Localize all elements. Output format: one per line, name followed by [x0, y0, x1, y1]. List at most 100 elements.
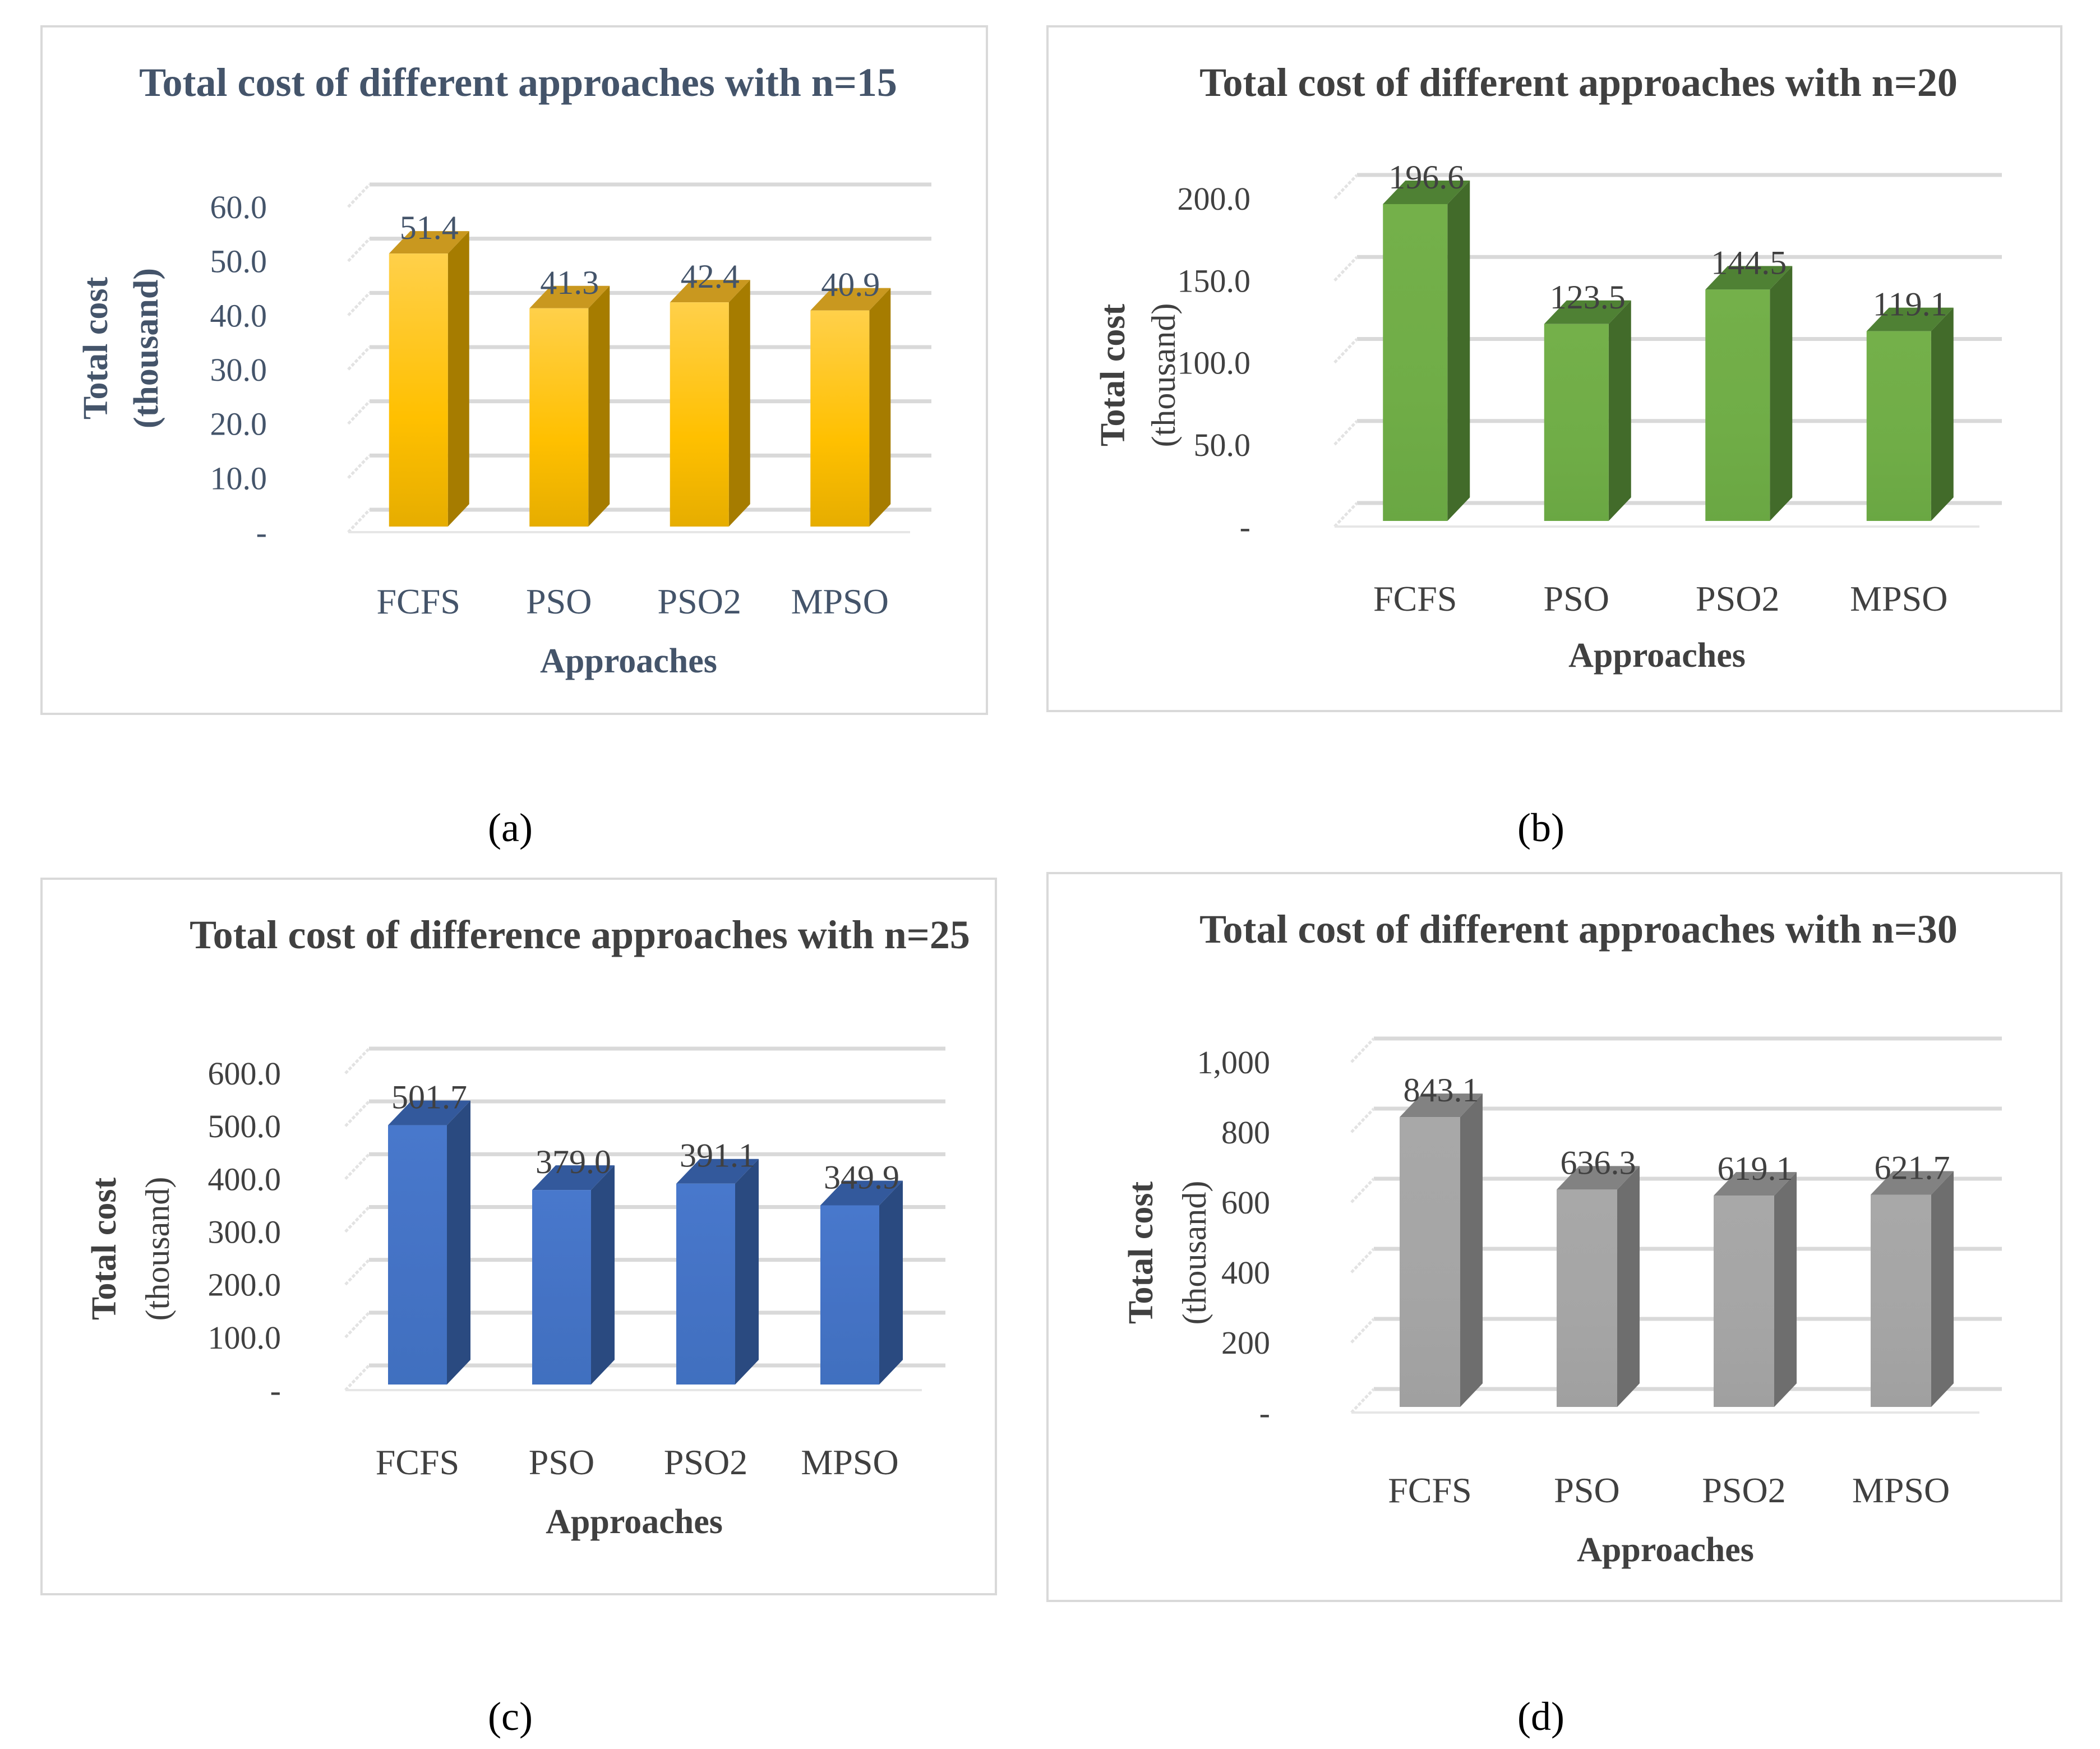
chart-a-ytick-label: 60.0: [210, 189, 267, 225]
chart-c-xlabel: Approaches: [546, 1503, 723, 1541]
chart-d-ytick-label: -: [1259, 1395, 1270, 1431]
chart-c-ytick-label: 200.0: [208, 1267, 281, 1303]
chart-c-bar-side: [447, 1100, 470, 1385]
chart-b-title: Total cost of different approaches with …: [1199, 60, 1958, 105]
chart-b-grid-connector: [1333, 256, 1358, 281]
chart-c-xtick-label: FCFS: [376, 1442, 459, 1482]
chart-a-grid-connector: [347, 237, 371, 262]
chart-c-bar-side: [735, 1159, 759, 1385]
chart-d-bar-top: [1400, 1093, 1483, 1118]
caption-b: (b): [1517, 805, 1564, 850]
chart-b-bar-top: [1705, 266, 1793, 290]
chart-a-xlabel: Approaches: [540, 642, 717, 680]
chart-a-ylabel-unit: (thousand): [127, 268, 165, 428]
chart-d-bar: [1557, 1189, 1617, 1407]
chart-d-grid-connector: [1350, 1248, 1375, 1273]
chart-d-bar: [1714, 1196, 1774, 1407]
chart-b-bar-top: [1544, 300, 1631, 324]
chart-c-bar: [820, 1205, 879, 1385]
chart-d-bar-top: [1871, 1171, 1954, 1195]
chart-b-ylabel-unit: (thousand): [1145, 303, 1182, 447]
chart-c-bar-top: [820, 1180, 903, 1206]
chart-a-grid-connector: [347, 183, 371, 208]
chart-a-bar-side: [869, 288, 891, 527]
chart-c-grid-connector: [344, 1364, 370, 1391]
chart-c-bar: [388, 1125, 447, 1385]
chart-b-ylabel: Total cost: [1094, 303, 1132, 446]
chart-a-bar-side: [447, 231, 469, 527]
chart-d-bar-side: [1931, 1171, 1954, 1407]
chart-a-bar: [529, 308, 589, 527]
chart-b-bar-side: [1770, 266, 1793, 521]
chart-b-xtick-label: PSO2: [1696, 579, 1779, 619]
chart-a-ytick-label: 10.0: [210, 460, 267, 496]
chart-c-title: Total cost of difference approaches with…: [190, 912, 970, 957]
chart-b-bar: [1544, 324, 1609, 521]
chart-c-data-label: 501.7: [391, 1079, 467, 1116]
chart-d-bar-top: [1714, 1172, 1797, 1196]
chart-c-grid-connector: [344, 1312, 370, 1339]
chart-b-grid-connector: [1333, 338, 1358, 364]
chart-d-grid-connector: [1350, 1037, 1375, 1063]
chart-c-xtick-label: PSO2: [664, 1442, 747, 1482]
chart-d-ylabel-unit: (thousand): [1176, 1181, 1213, 1325]
chart-a-bar-top: [810, 288, 891, 311]
chart-d-xlabel: Approaches: [1577, 1531, 1754, 1569]
chart-c-bar: [532, 1190, 591, 1385]
chart-c-grid-connector: [344, 1047, 370, 1074]
chart-c-bar-top: [532, 1165, 615, 1190]
chart-d-ytick-label: 400: [1221, 1254, 1270, 1291]
chart-a-ylabel: Total cost: [77, 276, 115, 419]
chart-d-bar-top: [1557, 1166, 1640, 1190]
chart-c-data-label: 379.0: [536, 1143, 611, 1180]
chart-d-grid-connector: [1350, 1107, 1375, 1133]
chart-c-grid-connector: [344, 1258, 370, 1286]
chart-d-bar: [1400, 1117, 1460, 1407]
chart-b-bar-top: [1383, 180, 1470, 204]
chart-a-xtick-label: FCFS: [377, 582, 460, 621]
chart-a-bar-side: [728, 280, 750, 527]
chart-a-bar-top: [529, 285, 610, 308]
chart-d-bar: [1871, 1194, 1931, 1407]
chart-b-bar-side: [1931, 307, 1954, 521]
chart-b-bar: [1705, 289, 1770, 521]
chart-c-ytick-label: 400.0: [208, 1161, 281, 1197]
chart-a-grid-connector: [347, 509, 371, 533]
chart-d-grid-connector: [1350, 1388, 1375, 1414]
chart-a-xtick-label: PSO: [526, 582, 592, 621]
chart-c-xtick-label: PSO: [529, 1442, 594, 1482]
chart-d-data-label: 636.3: [1561, 1144, 1636, 1181]
chart-d-data-label: 621.7: [1875, 1149, 1950, 1186]
chart-d-xtick-label: FCFS: [1388, 1470, 1471, 1510]
chart-b-xlabel: Approaches: [1568, 636, 1746, 675]
chart-c-grid-connector: [344, 1153, 370, 1180]
chart-d-ytick-label: 600: [1221, 1184, 1270, 1221]
chart-a-data-label: 42.4: [681, 258, 740, 295]
chart-d-bar-side: [1774, 1172, 1797, 1407]
chart-c-grid-connector: [344, 1206, 370, 1233]
chart-d-ylabel: Total cost: [1122, 1181, 1160, 1324]
caption-d: (d): [1517, 1694, 1564, 1739]
chart-b-data-label: 144.5: [1711, 244, 1787, 281]
chart-b-bar: [1866, 331, 1931, 521]
chart-d-ytick-label: 800: [1221, 1114, 1270, 1151]
chart-panel-c: Total cost of difference approaches with…: [40, 878, 997, 1595]
chart-b-xtick-label: PSO: [1544, 579, 1609, 619]
chart-c-xtick-label: MPSO: [801, 1442, 898, 1482]
caption-c: (c): [488, 1694, 533, 1739]
chart-a-grid-connector: [347, 346, 371, 371]
chart-a-grid-connector: [347, 292, 371, 317]
chart-a: Total cost of different approaches with …: [77, 60, 931, 680]
chart-d-ytick-label: 1,000: [1197, 1044, 1271, 1081]
chart-d-ytick-label: 200: [1221, 1325, 1270, 1361]
chart-a-grid-connector: [347, 454, 371, 479]
caption-a: (a): [488, 805, 533, 850]
chart-d-grid-connector: [1350, 1178, 1375, 1203]
chart-c-ylabel-unit: (thousand): [139, 1177, 176, 1321]
chart-c-bar-top: [676, 1159, 759, 1184]
chart-c-data-label: 349.9: [824, 1159, 899, 1196]
chart-d-bar-side: [1460, 1093, 1483, 1407]
chart-c-ytick-label: 600.0: [208, 1055, 281, 1092]
chart-a-ytick-label: 50.0: [210, 243, 267, 280]
chart-a-grid-connector: [347, 400, 371, 425]
